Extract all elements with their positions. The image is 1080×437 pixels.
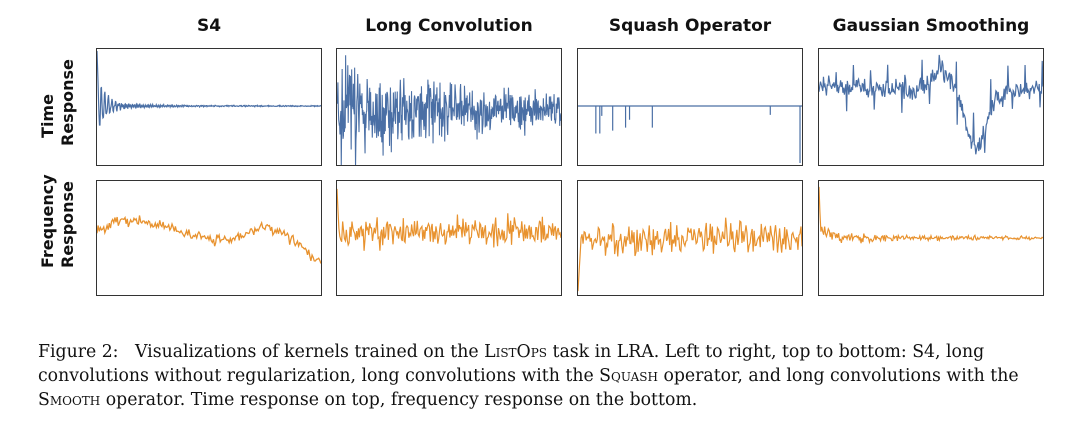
caption-squash: Squash — [599, 366, 658, 386]
series-smooth-frequency — [819, 186, 1043, 245]
series-smooth-time — [819, 54, 1043, 155]
series-longconv-time — [337, 55, 561, 165]
panel-longconv-time — [336, 48, 562, 166]
caption-listops: ListOps — [484, 342, 548, 362]
series-squash-time — [578, 105, 802, 164]
panel-squash-frequency — [577, 180, 803, 296]
series-longconv-frequency — [337, 188, 561, 251]
panel-s4-frequency — [96, 180, 322, 296]
series-s4-frequency — [97, 215, 321, 264]
column-title-gaussian-smoothing: Gaussian Smoothing — [832, 16, 1030, 36]
column-title-s4: S4 — [196, 16, 222, 36]
panel-s4-time — [96, 48, 322, 166]
column-title-long-convolution: Long Convolution — [365, 16, 533, 36]
figure-caption: Figure 2: Visualizations of kernels trai… — [38, 342, 1019, 410]
series-squash-frequency — [578, 217, 802, 292]
column-title-squash-operator: Squash Operator — [608, 16, 772, 36]
panel-squash-time — [577, 48, 803, 166]
caption-smooth: Smooth — [38, 390, 101, 410]
row-label-time-response: Time Response — [38, 59, 77, 146]
series-s4-time — [97, 50, 321, 126]
panel-smooth-time — [818, 48, 1044, 166]
panel-smooth-frequency — [818, 180, 1044, 296]
row-label-frequency-response: Frequency Response — [38, 174, 77, 268]
caption-label: Figure 2: — [38, 342, 119, 362]
panel-longconv-frequency — [336, 180, 562, 296]
